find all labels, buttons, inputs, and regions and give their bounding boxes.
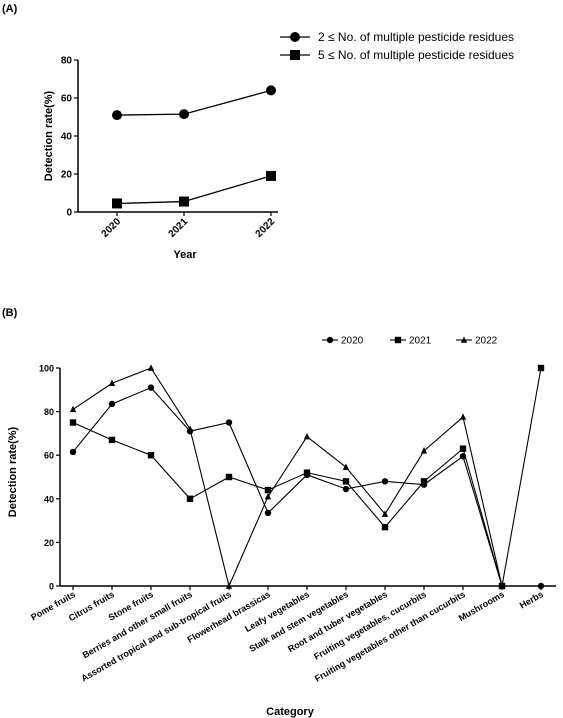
panel-b-legend: 2020 2021 2022 — [322, 336, 498, 347]
panel-b-point — [225, 473, 233, 481]
panel-b-point — [69, 419, 77, 426]
panel-a-legend-entry: 5 ≤ No. of multiple pesticide residues — [318, 48, 514, 62]
panel-b-point — [420, 447, 428, 454]
panel-b-y-tick-label: 100 — [39, 364, 54, 374]
panel-a-point — [179, 109, 189, 120]
panel-b-point — [264, 509, 272, 517]
panel-a-point — [112, 198, 122, 209]
panel-b-point — [108, 436, 116, 444]
panel-a-x-tick-label: 2020 — [100, 216, 124, 240]
panel-b-series-line-2020 — [72, 386, 541, 587]
panel-a-y-tick-label: 60 — [61, 94, 73, 105]
panel-b-y-tick-label: 60 — [44, 451, 54, 461]
panel-b-legend-entry: 2020 — [341, 336, 364, 347]
panel-a-legend-marker — [290, 32, 300, 42]
panel-a-series-line-1 — [116, 175, 272, 205]
panel-b-point — [537, 582, 545, 590]
panel-b-point — [108, 379, 116, 387]
panel-a-label: (A) — [2, 3, 18, 15]
panel-b-point — [381, 510, 389, 517]
panel-b-y-axis-title: Detection rate(%) — [7, 426, 19, 517]
panel-b-label: (B) — [2, 307, 18, 319]
panel-b-legend-entry: 2022 — [475, 336, 498, 347]
panel-b-point — [147, 452, 155, 459]
panel-a-axes: 0 20 40 60 80 2020 2021 2022 — [61, 56, 278, 240]
panel-b-point — [225, 582, 233, 589]
panel-a-point — [266, 85, 276, 96]
panel-b-point — [459, 413, 467, 420]
panel-a-y-tick-label: 0 — [66, 208, 72, 219]
panel-a-point — [266, 170, 276, 181]
panel-b-point — [186, 425, 194, 432]
panel-a-legend-marker — [290, 50, 300, 60]
panel-b-legend-entry: 2021 — [409, 336, 432, 347]
panel-a-x-tick-label: 2022 — [254, 216, 278, 240]
panel-a-y-tick-label: 40 — [61, 132, 73, 143]
panel-b-point — [381, 478, 389, 485]
panel-b-legend-marker — [460, 336, 468, 343]
panel-a-series — [112, 85, 276, 209]
panel-a-y-tick-label: 20 — [61, 170, 73, 181]
panel-b-point — [342, 463, 350, 470]
panel-a-y-tick-label: 80 — [61, 56, 73, 67]
panel-b-point — [225, 419, 233, 426]
panel-b-point — [69, 405, 77, 413]
panel-a-legend-entry: 2 ≤ No. of multiple pesticide residues — [318, 30, 514, 44]
panel-b-point — [147, 384, 155, 391]
panel-b-x-tick-label: Herbs — [518, 589, 545, 610]
panel-b-series-line-2022 — [72, 367, 503, 588]
panel-b-point — [498, 582, 506, 589]
panel-b-point — [342, 478, 350, 485]
panel-b-point — [420, 478, 428, 485]
panel-b-point — [186, 495, 194, 502]
panel-a-x-axis-title: Year — [173, 249, 197, 261]
panel-b-point — [459, 445, 467, 452]
panel-a-point — [112, 110, 122, 121]
panel-b-legend-marker — [394, 336, 402, 344]
panel-b-legend-marker — [326, 336, 334, 344]
panel-b-y-tick-label: 40 — [44, 494, 54, 504]
panel-a-legend: 2 ≤ No. of multiple pesticide residues 5 … — [280, 30, 514, 62]
panel-b-series — [69, 364, 545, 590]
panel-b-point — [147, 364, 155, 371]
panel-b-point — [381, 523, 389, 531]
panel-b-y-tick-label: 80 — [44, 407, 54, 417]
panel-a-point — [179, 196, 189, 207]
panel-a-x-tick-label: 2021 — [167, 216, 191, 240]
panel-b-point — [303, 469, 311, 476]
panel-a: (A) 0 20 40 60 80 2020 2021 2022 2 ≤ No. of mul… — [2, 3, 514, 261]
panel-b-point — [537, 364, 545, 372]
panel-a-series-line-0 — [116, 89, 272, 116]
panel-b-y-tick-label: 0 — [49, 582, 54, 592]
panel-b-point — [69, 448, 77, 456]
panel-b-point — [264, 486, 272, 494]
panel-b-point — [264, 492, 272, 500]
panel-b-point — [342, 485, 350, 493]
panel-a-y-axis-title: Detection rate(%) — [43, 90, 55, 181]
panel-b-x-axis-title: Category — [266, 706, 315, 718]
panel-b-point — [108, 400, 116, 408]
panel-b-y-tick-label: 20 — [44, 538, 54, 548]
panel-b-point — [303, 432, 311, 440]
